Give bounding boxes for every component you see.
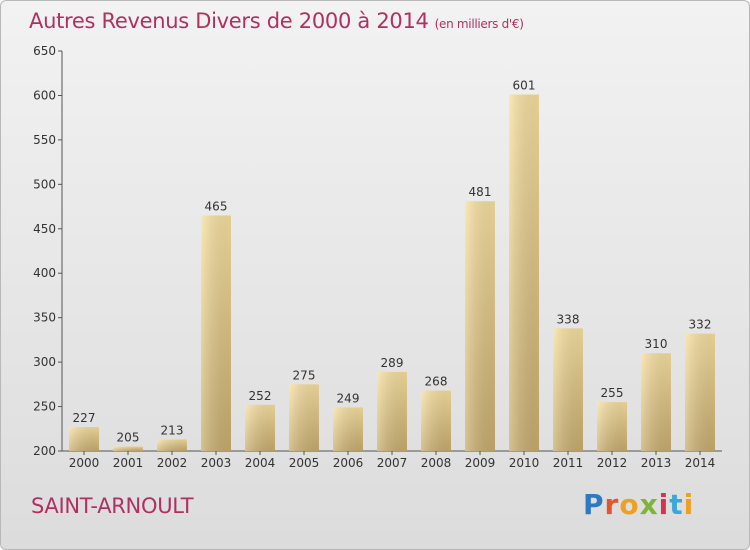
x-tick-label: 2002	[157, 456, 188, 470]
x-tick-label: 2000	[69, 456, 100, 470]
bar-shade-2014	[685, 333, 715, 451]
logo-letter: t	[669, 488, 684, 521]
x-tick-label: 2005	[289, 456, 320, 470]
x-tick-label: 2012	[597, 456, 628, 470]
data-label: 465	[205, 199, 228, 213]
commune-name: SAINT-ARNOULT	[31, 494, 194, 518]
bar-shade-2006	[333, 407, 363, 451]
chart-subtitle: (en milliers d'€)	[434, 17, 524, 31]
logo-letter: r	[604, 488, 620, 521]
y-tick-label: 250	[33, 400, 56, 414]
x-tick-label: 2001	[113, 456, 144, 470]
data-label: 249	[337, 391, 360, 405]
y-tick-label: 500	[33, 177, 56, 191]
data-label: 481	[469, 185, 492, 199]
data-label: 338	[557, 312, 580, 326]
logo-letter: P	[583, 488, 605, 521]
x-tick-label: 2009	[465, 456, 496, 470]
data-label: 255	[601, 386, 624, 400]
chart-title: Autres Revenus Divers de 2000 à 2014 (en …	[29, 9, 524, 33]
bar-shade-2010	[509, 94, 539, 452]
logo-letter: o	[619, 488, 640, 521]
bar-shade-2013	[641, 353, 671, 451]
data-label: 601	[513, 79, 536, 93]
logo-letter: i	[658, 488, 670, 521]
y-tick-label: 400	[33, 266, 56, 280]
y-tick-label: 550	[33, 133, 56, 147]
bar-shade-2008	[421, 390, 451, 451]
y-tick-label: 200	[33, 444, 56, 458]
data-label: 275	[293, 368, 316, 382]
y-tick-label: 650	[33, 44, 56, 58]
data-label: 268	[425, 375, 448, 389]
bar-shade-2007	[377, 371, 407, 451]
x-tick-label: 2013	[641, 456, 672, 470]
x-tick-label: 2008	[421, 456, 452, 470]
x-tick-label: 2003	[201, 456, 232, 470]
y-tick-label: 350	[33, 311, 56, 325]
bar-shade-2004	[245, 404, 275, 451]
y-tick-label: 600	[33, 88, 56, 102]
bar-shade-2012	[597, 402, 627, 451]
data-label: 252	[249, 389, 272, 403]
data-label: 213	[161, 423, 184, 437]
x-tick-label: 2004	[245, 456, 276, 470]
data-label: 332	[689, 318, 712, 332]
x-tick-label: 2010	[509, 456, 540, 470]
logo-letter: x	[639, 488, 659, 521]
x-tick-label: 2011	[553, 456, 584, 470]
bar-shade-2005	[289, 384, 319, 451]
bar-shade-2001	[113, 446, 143, 451]
bar-shade-2003	[201, 215, 231, 451]
data-label: 205	[117, 431, 140, 445]
bar-shade-2011	[553, 328, 583, 451]
bar-shade-2002	[157, 439, 187, 451]
data-label: 310	[645, 337, 668, 351]
y-tick-label: 300	[33, 355, 56, 369]
proxiti-logo[interactable]: Proxiti	[583, 488, 694, 521]
data-label: 289	[381, 356, 404, 370]
x-tick-label: 2014	[685, 456, 716, 470]
y-tick-label: 450	[33, 222, 56, 236]
logo-letter: i	[683, 488, 695, 521]
x-tick-label: 2006	[333, 456, 364, 470]
chart-title-text: Autres Revenus Divers de 2000 à 2014	[29, 9, 429, 33]
bar-shade-2000	[69, 427, 99, 451]
x-tick-label: 2007	[377, 456, 408, 470]
data-label: 227	[73, 411, 96, 425]
bar-shade-2009	[465, 201, 495, 451]
